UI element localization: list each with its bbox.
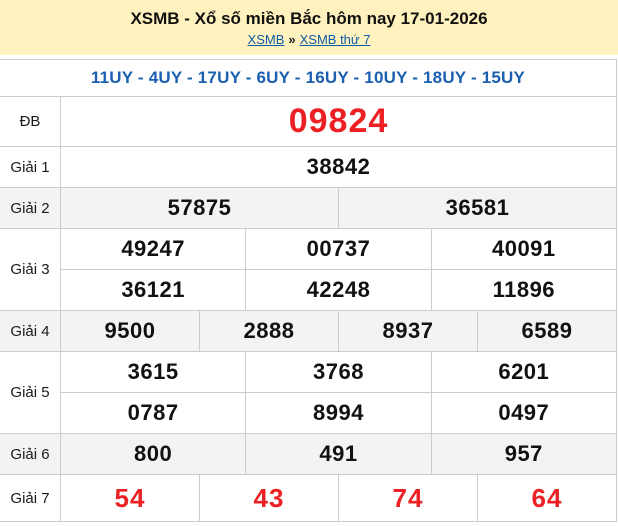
prize-label-5: Giải 5: [0, 351, 61, 434]
breadcrumb-separator: »: [288, 32, 296, 47]
prize-value: 57875: [60, 187, 339, 229]
prize-value: 0787: [59, 392, 247, 434]
prize-row-2: Giải 2 57875 36581: [0, 187, 618, 229]
prize-label-6: Giải 6: [0, 433, 61, 475]
prize-row-7: Giải 7 54 43 74 64: [0, 474, 618, 522]
prize-value: 36121: [59, 269, 247, 311]
prize-label-4: Giải 4: [0, 310, 61, 352]
breadcrumb-link-xsmb[interactable]: XSMB: [247, 32, 285, 47]
prize-row-4: Giải 4 9500 2888 8937 6589: [0, 310, 618, 352]
prize-value: 74: [337, 474, 478, 522]
prize-value: 957: [430, 433, 618, 475]
prize-value: 3615: [59, 351, 247, 393]
prize-value: 49247: [59, 228, 247, 270]
prize-row-db: ĐB 09824: [0, 96, 617, 147]
prize-label-3: Giải 3: [0, 228, 61, 311]
prize-row-5b: 0787 8994 0497: [0, 392, 618, 434]
page-header: XSMB - Xổ số miền Bắc hôm nay 17-01-2026…: [0, 0, 618, 55]
breadcrumb-link-xsmb-thu-7[interactable]: XSMB thứ 7: [299, 32, 371, 47]
prize-label-db: ĐB: [0, 96, 61, 147]
prize-value: 11896: [430, 269, 618, 311]
loto-summary-row: 11UY - 4UY - 17UY - 6UY - 16UY - 10UY - …: [0, 59, 617, 97]
prize-value: 6201: [430, 351, 618, 393]
prize-value: 3768: [245, 351, 432, 393]
prize-row-6: Giải 6 800 491 957: [0, 433, 618, 475]
results-table: 11UY - 4UY - 17UY - 6UY - 16UY - 10UY - …: [0, 59, 618, 522]
prize-value: 64: [476, 474, 618, 522]
prize-label-2: Giải 2: [0, 187, 61, 229]
prize-value: 6589: [476, 310, 618, 352]
prize-value: 38842: [60, 146, 617, 188]
prize-row-1: Giải 1 38842: [0, 146, 617, 188]
prize-value: 491: [245, 433, 432, 475]
loto-summary-text: 11UY - 4UY - 17UY - 6UY - 16UY - 10UY - …: [0, 59, 617, 97]
prize-value: 2888: [198, 310, 339, 352]
prize-value: 8937: [337, 310, 478, 352]
prize-value: 9500: [60, 310, 200, 352]
prize-label-7: Giải 7: [0, 474, 61, 522]
prize-row-3a: Giải 3 49247 00737 40091: [0, 228, 618, 311]
prize-value: 8994: [245, 392, 432, 434]
prize-row-5a: Giải 5 3615 3768 6201: [0, 351, 618, 434]
prize-value: 36581: [337, 187, 618, 229]
prize-row-3b: 36121 42248 11896: [0, 269, 618, 311]
prize-value: 42248: [245, 269, 432, 311]
page-title: XSMB - Xổ số miền Bắc hôm nay 17-01-2026: [130, 9, 488, 28]
prize-value: 800: [59, 433, 247, 475]
prize-value-db: 09824: [60, 96, 617, 147]
breadcrumb: XSMB» XSMB thứ 7: [0, 32, 618, 47]
prize-value: 54: [60, 474, 200, 522]
prize-value: 0497: [430, 392, 618, 434]
prize-label-1: Giải 1: [0, 146, 61, 188]
prize-value: 00737: [245, 228, 432, 270]
prize-value: 43: [198, 474, 339, 522]
prize-value: 40091: [430, 228, 618, 270]
